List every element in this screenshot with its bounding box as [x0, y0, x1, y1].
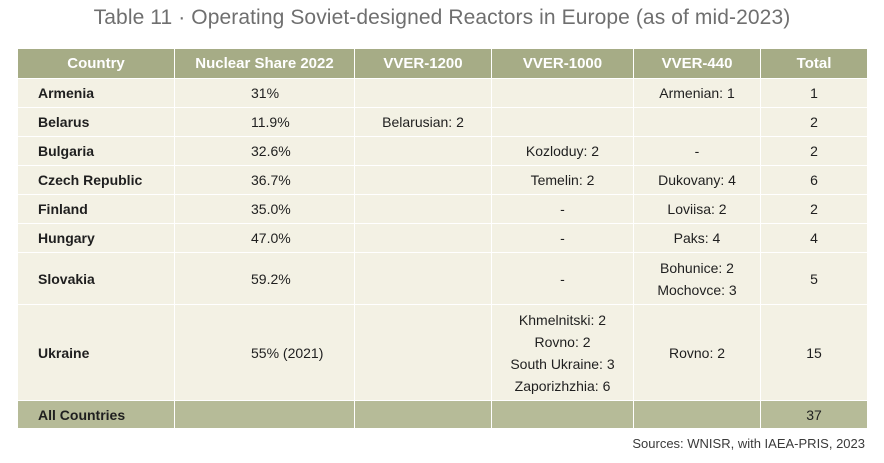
vver-1000-cell: -	[491, 194, 634, 224]
reactor-entry: South Ukraine: 3	[510, 355, 615, 372]
reactor-entry: -	[560, 230, 565, 246]
nuclear-share-cell: 11.9%	[174, 107, 355, 137]
vver-440-cell: -	[633, 136, 761, 166]
country-cell: Slovakia	[17, 252, 175, 305]
country-cell: Bulgaria	[17, 136, 175, 166]
vver-440-cell: Rovno: 2	[633, 304, 761, 401]
table-row: Bulgaria 32.6% Kozloduy: 2 - 2	[17, 136, 868, 166]
total-cell: 5	[760, 252, 868, 305]
total-cell: 1	[760, 78, 868, 108]
table-title: Table 11 · Operating Soviet-designed Rea…	[93, 6, 791, 29]
total-cell: 2	[760, 194, 868, 224]
reactor-entry: Armenian: 1	[659, 85, 735, 101]
total-cell: 2	[760, 136, 868, 166]
table-row: Slovakia 59.2% - Bohunice: 2 Mochovce: 3 5	[17, 252, 868, 305]
country-cell: Belarus	[17, 107, 175, 137]
country-cell: Ukraine	[17, 304, 175, 401]
table-row: Ukraine 55% (2021) Khmelnitski: 2 Rovno: 2 S…	[17, 304, 868, 401]
reactor-entry: Kozloduy: 2	[525, 143, 600, 159]
total-cell: 4	[760, 223, 868, 253]
vver-440-cell: Armenian: 1	[633, 78, 761, 108]
vver-440-cell: Bohunice: 2 Mochovce: 3	[633, 252, 761, 305]
reactor-entry: -	[560, 201, 565, 217]
vver-1000-cell: -	[491, 223, 634, 253]
nuclear-share-cell: 31%	[174, 78, 355, 108]
nuclear-share-cell: 36.7%	[174, 165, 355, 195]
reactor-entry: Dukovany: 4	[658, 172, 736, 188]
vver-1000-cell: Khmelnitski: 2 Rovno: 2 South Ukraine: 3 Za…	[491, 304, 634, 401]
column-header-vver-1000: VVER-1000	[491, 48, 634, 79]
country-cell: Czech Republic	[17, 165, 175, 195]
vver-440-cell: Dukovany: 4	[633, 165, 761, 195]
totals-total: 37	[760, 400, 868, 429]
total-cell: 15	[760, 304, 868, 401]
vver-440-cell	[633, 107, 761, 137]
reactor-entry: Khmelnitski: 2	[518, 311, 607, 328]
total-cell: 2	[760, 107, 868, 137]
totals-vver-440	[633, 400, 761, 429]
reactor-entry: Loviisa: 2	[667, 201, 727, 217]
column-header-country: Country	[17, 48, 175, 79]
vver-1200-cell	[354, 252, 492, 305]
table-row: Finland 35.0% - Loviisa: 2 2	[17, 194, 868, 224]
vver-1000-cell: -	[491, 252, 634, 305]
table-row: Belarus 11.9% Belarusian: 2 2	[17, 107, 868, 137]
column-header-vver-440: VVER-440	[633, 48, 761, 79]
header-row: Country Nuclear Share 2022 VVER-1200 VVE…	[17, 48, 868, 79]
nuclear-share-cell: 32.6%	[174, 136, 355, 166]
reactor-entry: -	[694, 143, 700, 159]
reactor-entry: -	[560, 270, 565, 287]
reactor-entry: Rovno: 2	[534, 333, 591, 350]
column-header-vver-1200: VVER-1200	[354, 48, 492, 79]
country-cell: Hungary	[17, 223, 175, 253]
vver-1200-cell	[354, 304, 492, 401]
table-row: Czech Republic 36.7% Temelin: 2 Dukovany: 4…	[17, 165, 868, 195]
vver-440-cell: Paks: 4	[633, 223, 761, 253]
table-row: Hungary 47.0% - Paks: 4 4	[17, 223, 868, 253]
reactor-entry: Zaporizhzhia: 6	[514, 377, 611, 394]
source-note: Sources: WNISR, with IAEA-PRIS, 2023	[632, 436, 865, 451]
nuclear-share-cell: 35.0%	[174, 194, 355, 224]
table-row: Armenia 31% Armenian: 1 1	[17, 78, 868, 108]
vver-1200-cell: Belarusian: 2	[354, 107, 492, 137]
country-cell: Finland	[17, 194, 175, 224]
reactor-entry: Paks: 4	[673, 230, 721, 246]
total-cell: 6	[760, 165, 868, 195]
nuclear-share-cell: 55% (2021)	[174, 304, 355, 401]
totals-vver-1200	[354, 400, 492, 429]
reactor-entry: Bohunice: 2	[660, 259, 734, 276]
reactor-entry: Belarusian: 2	[382, 114, 464, 130]
totals-vver-1000	[491, 400, 634, 429]
column-header-total: Total	[760, 48, 868, 79]
reactor-entry: Rovno: 2	[668, 344, 726, 361]
reactor-entry: Temelin: 2	[530, 172, 595, 188]
vver-1000-cell	[491, 78, 634, 108]
reactor-entry: Mochovce: 3	[657, 281, 737, 298]
country-cell: Armenia	[17, 78, 175, 108]
vver-440-cell: Loviisa: 2	[633, 194, 761, 224]
vver-1200-cell	[354, 223, 492, 253]
column-header-nuclear-share: Nuclear Share 2022	[174, 48, 355, 79]
vver-1200-cell	[354, 194, 492, 224]
vver-1200-cell	[354, 136, 492, 166]
vver-1000-cell: Temelin: 2	[491, 165, 634, 195]
nuclear-share-cell: 59.2%	[174, 252, 355, 305]
vver-1200-cell	[354, 165, 492, 195]
vver-1200-cell	[354, 78, 492, 108]
vver-1000-cell	[491, 107, 634, 137]
reactors-table: Country Nuclear Share 2022 VVER-1200 VVE…	[17, 48, 868, 429]
table-body: Armenia 31% Armenian: 1 1 Belarus 11.9% Belaru…	[17, 78, 868, 401]
totals-label: All Countries	[17, 400, 175, 429]
nuclear-share-cell: 47.0%	[174, 223, 355, 253]
totals-row: All Countries 37	[17, 400, 868, 429]
totals-share	[174, 400, 355, 429]
vver-1000-cell: Kozloduy: 2	[491, 136, 634, 166]
